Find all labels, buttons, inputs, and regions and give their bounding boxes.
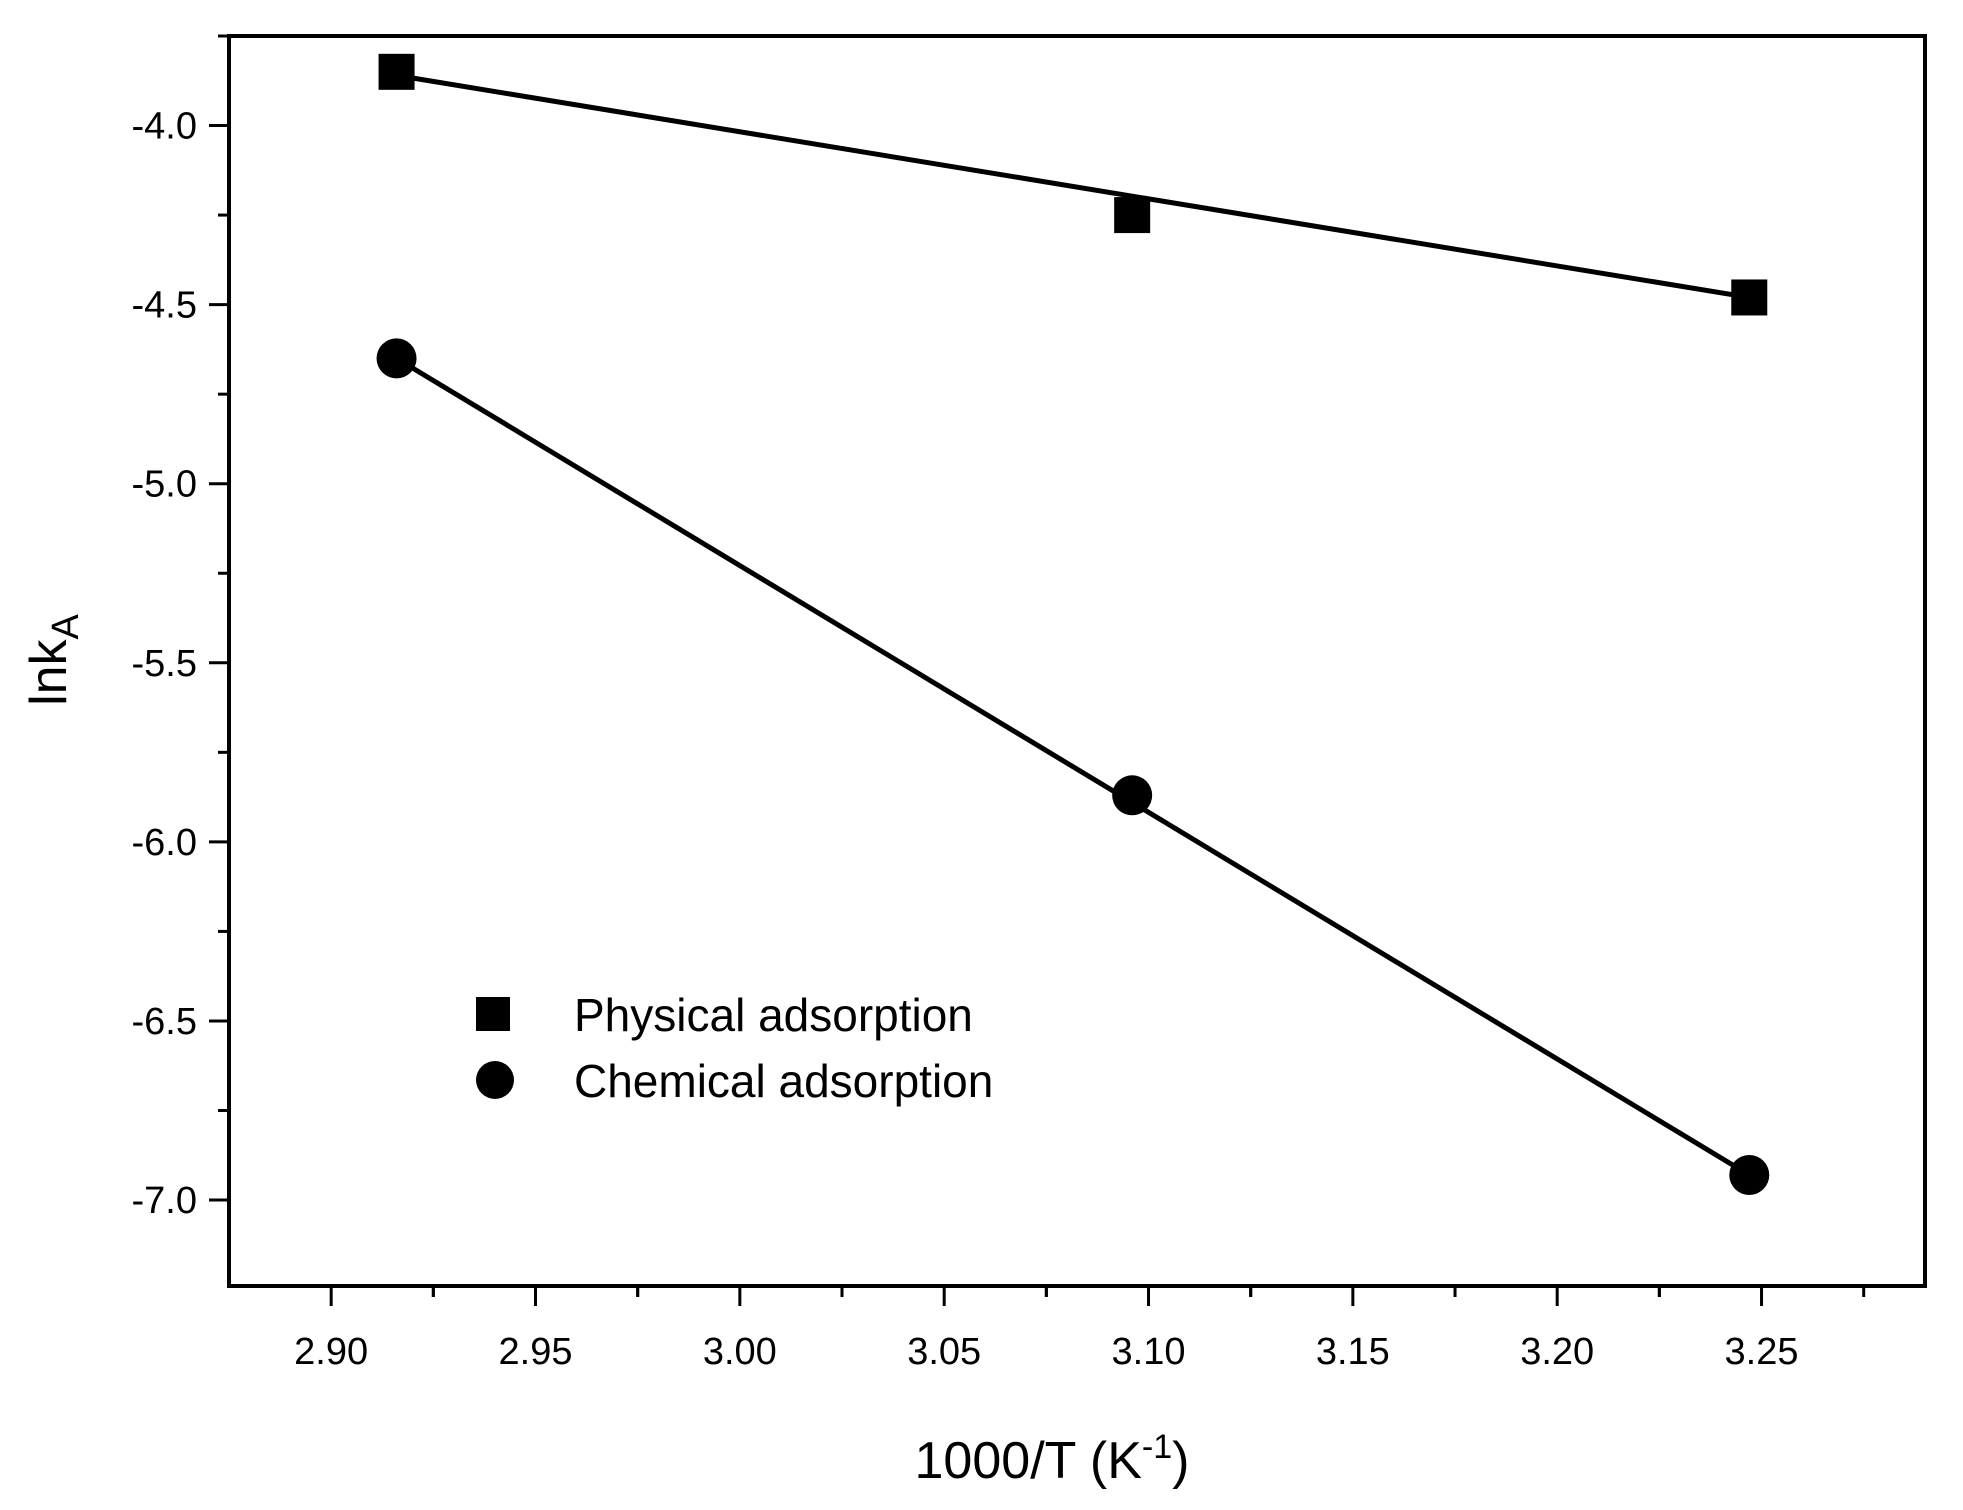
plot-frame	[227, 34, 1927, 1288]
data-point-physical	[1114, 197, 1151, 234]
data-markers	[376, 53, 1770, 1195]
y-tick-label: -4.5	[132, 285, 197, 327]
legend-label-chemical: Chemical adsorption	[574, 1055, 993, 1107]
x-tick-label: 3.25	[1725, 1331, 1799, 1373]
legend: Physical adsorption Chemical adsorption	[476, 989, 993, 1107]
legend-label-physical: Physical adsorption	[574, 989, 973, 1041]
y-tick-label: -4.0	[132, 106, 197, 148]
x-tick-label: 3.20	[1520, 1331, 1594, 1373]
y-tick-label: -6.5	[132, 1001, 197, 1043]
data-point-physical	[378, 53, 415, 90]
axis-ticks: 2.90 2.95 3.00 3.05 3.10 3.15 3.20 3.25 -4.0 -4.5…	[132, 34, 1866, 1373]
fit-line-physical	[396, 72, 1750, 300]
y-tick-label: -6.0	[132, 822, 197, 864]
y-tick-label: -5.5	[132, 643, 197, 685]
x-tick-label: 2.90	[294, 1331, 368, 1373]
x-axis-title: 1000/T (K-1)	[915, 1428, 1190, 1490]
data-point-chemical	[376, 338, 417, 379]
y-tick-label: -5.0	[132, 464, 197, 506]
x-tick-label: 2.95	[499, 1331, 573, 1373]
x-tick-label: 3.10	[1112, 1331, 1186, 1373]
x-tick-label: 3.15	[1316, 1331, 1390, 1373]
data-point-chemical	[1729, 1154, 1770, 1195]
y-tick-label: -7.0	[132, 1180, 197, 1222]
y-axis-title-subscript: A	[45, 613, 87, 639]
legend-square-marker	[476, 997, 510, 1031]
x-axis-title-superscript: -1	[1142, 1428, 1172, 1466]
data-point-chemical	[1112, 775, 1153, 816]
legend-circle-marker	[476, 1061, 514, 1099]
fit-line-chemical	[395, 356, 1751, 1178]
y-axis-title: lnkA	[20, 613, 87, 705]
x-tick-label: 3.00	[703, 1331, 777, 1373]
fit-lines	[395, 72, 1751, 1178]
data-point-physical	[1731, 279, 1768, 316]
x-tick-label: 3.05	[907, 1331, 981, 1373]
